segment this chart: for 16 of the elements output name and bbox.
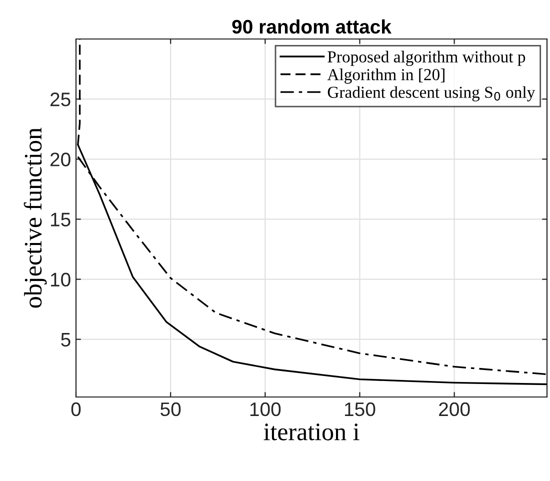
chart-title: 90 random attack (232, 19, 392, 34)
legend-label: Algorithm in [20] (327, 68, 444, 84)
y-axis-title: objective function (24, 128, 47, 308)
x-tick-label: 150 (345, 402, 376, 416)
x-tick-label: 0 (71, 402, 81, 416)
legend-label: Gradient descent using S$_{0}$ only (328, 86, 536, 102)
x-tick-label: 200 (439, 402, 470, 416)
y-tick-label: 25 (50, 92, 70, 106)
y-tick-label: 5 (61, 333, 70, 347)
x-tick-label: 50 (160, 402, 181, 416)
y-tick-label: 10 (50, 272, 70, 287)
y-tick-label: 20 (50, 152, 70, 166)
x-axis-title: iteration i (264, 424, 360, 440)
legend-label: Proposed algorithm without p (328, 50, 526, 66)
y-tick-label: 15 (50, 212, 70, 226)
x-tick-label: 100 (250, 402, 281, 416)
